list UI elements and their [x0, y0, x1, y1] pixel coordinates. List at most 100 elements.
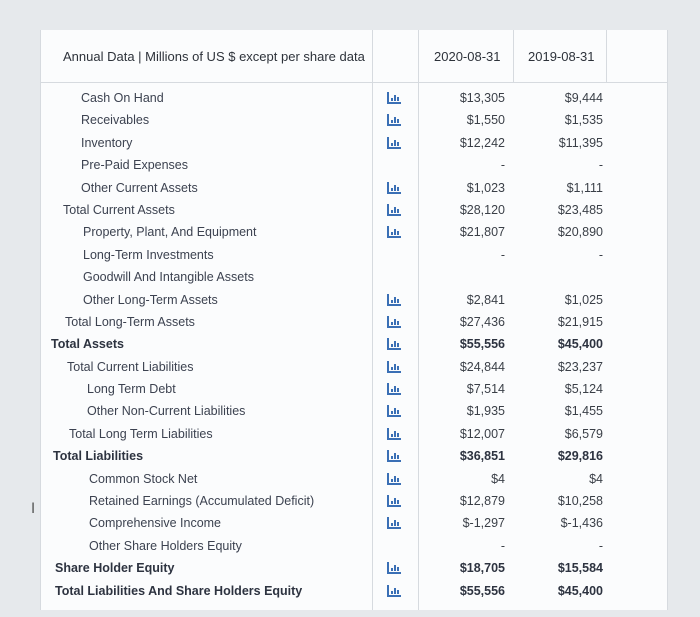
value-2019: $45,400 [557, 337, 603, 352]
table-row: Total Liabilities $36,851 $29,816 [41, 446, 667, 468]
row-label: Receivables [81, 113, 150, 128]
value-2020: - [500, 247, 505, 262]
value-2020: $4 [491, 471, 505, 486]
bar-chart-icon[interactable] [387, 360, 401, 373]
value-2019: - [598, 247, 603, 262]
value-2020: $12,007 [459, 426, 505, 441]
value-2019: $23,237 [557, 359, 603, 374]
table-row: Cash On Hand $13,305 $9,444 [41, 88, 667, 110]
bar-chart-icon[interactable] [387, 136, 401, 149]
column-divider [418, 30, 419, 610]
value-2020: $36,851 [459, 449, 505, 464]
table-row: Total Long Term Liabilities $12,007 $6,579 [41, 424, 667, 446]
text-cursor-icon: I [31, 501, 36, 517]
value-2020: $1,935 [466, 404, 505, 419]
row-label: Other Non-Current Liabilities [87, 404, 246, 419]
row-label: Total Current Assets [63, 202, 175, 217]
bar-chart-icon[interactable] [387, 338, 401, 351]
value-2019: $20,890 [557, 225, 603, 240]
value-2019: $29,816 [557, 449, 603, 464]
value-2020: $12,879 [459, 494, 505, 509]
value-2020: $24,844 [459, 359, 505, 374]
table-row: Total Liabilities And Share Holders Equi… [41, 581, 667, 603]
column-header-2019: 2019-08-31 [528, 49, 595, 64]
value-2020: $18,705 [459, 561, 505, 576]
value-2019: $10,258 [557, 494, 603, 509]
column-divider [372, 30, 373, 610]
row-label: Cash On Hand [81, 91, 164, 105]
table-header: Annual Data | Millions of US $ except pe… [41, 30, 667, 83]
bar-chart-icon[interactable] [387, 92, 401, 104]
table-row: Goodwill And Intangible Assets [41, 267, 667, 289]
row-label: Total Long-Term Assets [65, 314, 195, 329]
table-body: Cash On Hand $13,305 $9,444 Receivables $1,5… [41, 88, 667, 603]
table-row: Share Holder Equity $18,705 $15,584 [41, 558, 667, 580]
table-row: Retained Earnings (Accumulated Deficit) $… [41, 491, 667, 513]
row-label: Other Current Assets [81, 180, 198, 195]
value-2020: $1,550 [466, 113, 505, 128]
bar-chart-icon[interactable] [387, 472, 401, 485]
bar-chart-icon[interactable] [387, 405, 401, 418]
value-2020: $55,556 [459, 337, 505, 352]
table-row: Inventory $12,242 $11,395 [41, 133, 667, 155]
financial-table: Annual Data | Millions of US $ except pe… [40, 30, 668, 610]
table-row: Other Current Assets $1,023 $1,111 [41, 178, 667, 200]
bar-chart-icon[interactable] [387, 315, 401, 328]
value-2020: - [500, 158, 505, 173]
bar-chart-icon[interactable] [387, 226, 401, 239]
bar-chart-icon[interactable] [387, 450, 401, 463]
value-2019: $1,535 [564, 113, 603, 128]
bar-chart-icon[interactable] [387, 562, 401, 575]
value-2019: $4 [589, 471, 603, 486]
value-2020: $28,120 [459, 202, 505, 217]
bar-chart-icon[interactable] [387, 383, 401, 396]
row-label: Total Assets [51, 337, 124, 352]
value-2020: $7,514 [466, 382, 505, 397]
table-row: Other Share Holders Equity - - [41, 536, 667, 558]
bar-chart-icon[interactable] [387, 517, 401, 530]
value-2019: $1,025 [564, 292, 603, 307]
value-2020: $55,556 [459, 583, 505, 598]
table-row: Property, Plant, And Equipment $21,807 $20… [41, 222, 667, 244]
row-label: Total Liabilities And Share Holders Equi… [55, 583, 303, 598]
row-label: Long-Term Investments [83, 247, 214, 262]
row-label: Total Liabilities [53, 449, 144, 464]
table-row: Other Long-Term Assets $2,841 $1,025 [41, 290, 667, 312]
bar-chart-icon[interactable] [387, 495, 401, 508]
value-2019: $45,400 [557, 583, 603, 598]
bar-chart-icon[interactable] [387, 584, 401, 597]
row-label: Share Holder Equity [55, 561, 175, 576]
row-label: Total Long Term Liabilities [69, 426, 213, 441]
value-2019: - [598, 538, 603, 553]
row-label: Total Current Liabilities [67, 359, 194, 374]
row-label: Common Stock Net [89, 471, 198, 486]
value-2020: $1,023 [466, 180, 505, 195]
table-row: Long Term Debt $7,514 $5,124 [41, 379, 667, 401]
table-title: Annual Data | Millions of US $ except pe… [63, 49, 365, 64]
row-label: Other Long-Term Assets [83, 292, 218, 307]
row-label: Other Share Holders Equity [89, 538, 242, 553]
bar-chart-icon[interactable] [387, 293, 401, 306]
row-label: Comprehensive Income [89, 516, 222, 531]
row-label: Inventory [81, 135, 133, 150]
table-row: Long-Term Investments - - [41, 245, 667, 267]
bar-chart-icon[interactable] [387, 427, 401, 440]
row-label: Long Term Debt [87, 382, 176, 397]
value-2020: $12,242 [459, 135, 505, 150]
bar-chart-icon[interactable] [387, 203, 401, 216]
table-row: Pre-Paid Expenses - - [41, 155, 667, 177]
row-label: Pre-Paid Expenses [81, 158, 189, 173]
value-2020: $-1,297 [462, 516, 505, 531]
row-label: Retained Earnings (Accumulated Deficit) [89, 494, 315, 509]
value-2020: $21,807 [459, 225, 505, 240]
value-2019: $23,485 [557, 202, 603, 217]
bar-chart-icon[interactable] [387, 181, 401, 194]
value-2020: - [500, 538, 505, 553]
value-2019: $15,584 [557, 561, 603, 576]
table-row: Total Current Assets $28,120 $23,485 [41, 200, 667, 222]
value-2019: $1,111 [566, 180, 603, 195]
table-row: Total Assets $55,556 $45,400 [41, 334, 667, 356]
bar-chart-icon[interactable] [387, 114, 401, 127]
column-divider [606, 30, 607, 82]
row-label: Goodwill And Intangible Assets [83, 270, 254, 285]
